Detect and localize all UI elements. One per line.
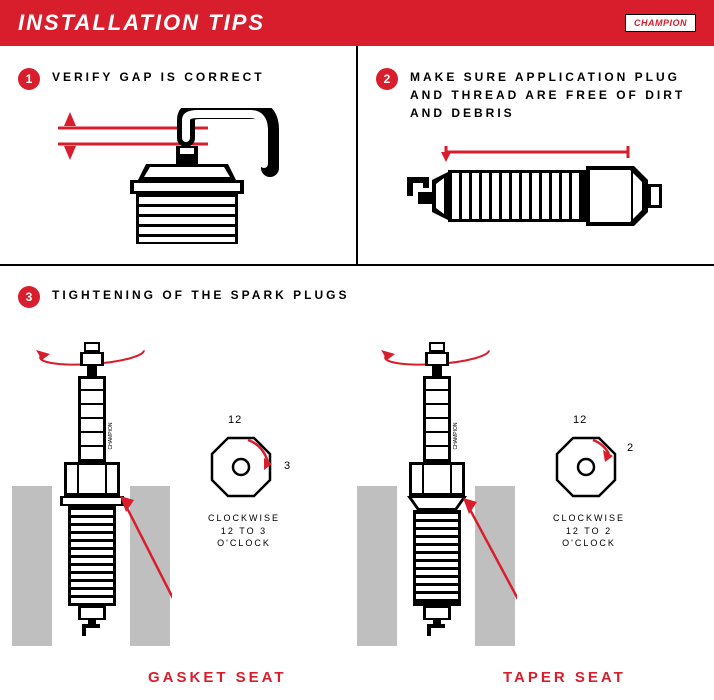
- step-header: 2 Make sure application plug and thread …: [376, 68, 696, 122]
- gap-diagram-icon: [18, 108, 318, 248]
- svg-text:CHAMPION: CHAMPION: [108, 422, 114, 449]
- top-grid: 1 Verify gap is correct: [0, 46, 714, 266]
- gasket-seat-group: CHAMPION: [18, 336, 351, 696]
- step-1-cell: 1 Verify gap is correct: [0, 46, 358, 264]
- step-text: Tightening of the spark plugs: [52, 286, 349, 304]
- svg-text:CHAMPION: CHAMPION: [453, 422, 459, 449]
- step-2-cell: 2 Make sure application plug and thread …: [358, 46, 714, 264]
- step-header: 3 Tightening of the spark plugs: [18, 286, 696, 308]
- clockwise-caption: CLOCKWISE 12 TO 3 O'CLOCK: [194, 512, 294, 550]
- clock-octagon-icon: [206, 432, 276, 502]
- step-header: 1 Verify gap is correct: [18, 68, 338, 90]
- step-text: Verify gap is correct: [52, 68, 265, 86]
- step-number-badge: 1: [18, 68, 40, 90]
- taper-seat-label: TAPER SEAT: [503, 669, 626, 686]
- caption-line1: CLOCKWISE: [553, 513, 625, 523]
- step-number-badge: 3: [18, 286, 40, 308]
- clock-side-label: 2: [627, 442, 634, 454]
- thread-diagram-icon: [376, 140, 696, 260]
- clockwise-caption: CLOCKWISE 12 TO 2 O'CLOCK: [539, 512, 639, 550]
- clock-12-label: 12: [228, 414, 242, 426]
- caption-line2: 12 TO 3 O'CLOCK: [217, 526, 271, 549]
- gasket-seat-label: GASKET SEAT: [148, 669, 287, 686]
- clock-12-label: 12: [573, 414, 587, 426]
- step-3-cell: 3 Tightening of the spark plugs CHAMP: [0, 266, 714, 698]
- caption-line1: CLOCKWISE: [208, 513, 280, 523]
- clock-octagon-icon: [551, 432, 621, 502]
- taper-seat-group: CHAMPION: [363, 336, 696, 696]
- step-number-badge: 2: [376, 68, 398, 90]
- step-text: Make sure application plug and thread ar…: [410, 68, 696, 122]
- page-title: INSTALLATION TIPS: [18, 10, 265, 36]
- spark-plug-gasket-icon: CHAMPION: [12, 336, 172, 646]
- caption-line2: 12 TO 2 O'CLOCK: [562, 526, 616, 549]
- clock-side-label: 3: [284, 460, 291, 472]
- plug-comparison-row: CHAMPION: [18, 336, 696, 696]
- brand-badge: CHAMPION: [625, 14, 696, 32]
- header-bar: INSTALLATION TIPS CHAMPION: [0, 0, 714, 46]
- spark-plug-taper-icon: CHAMPION: [357, 336, 517, 646]
